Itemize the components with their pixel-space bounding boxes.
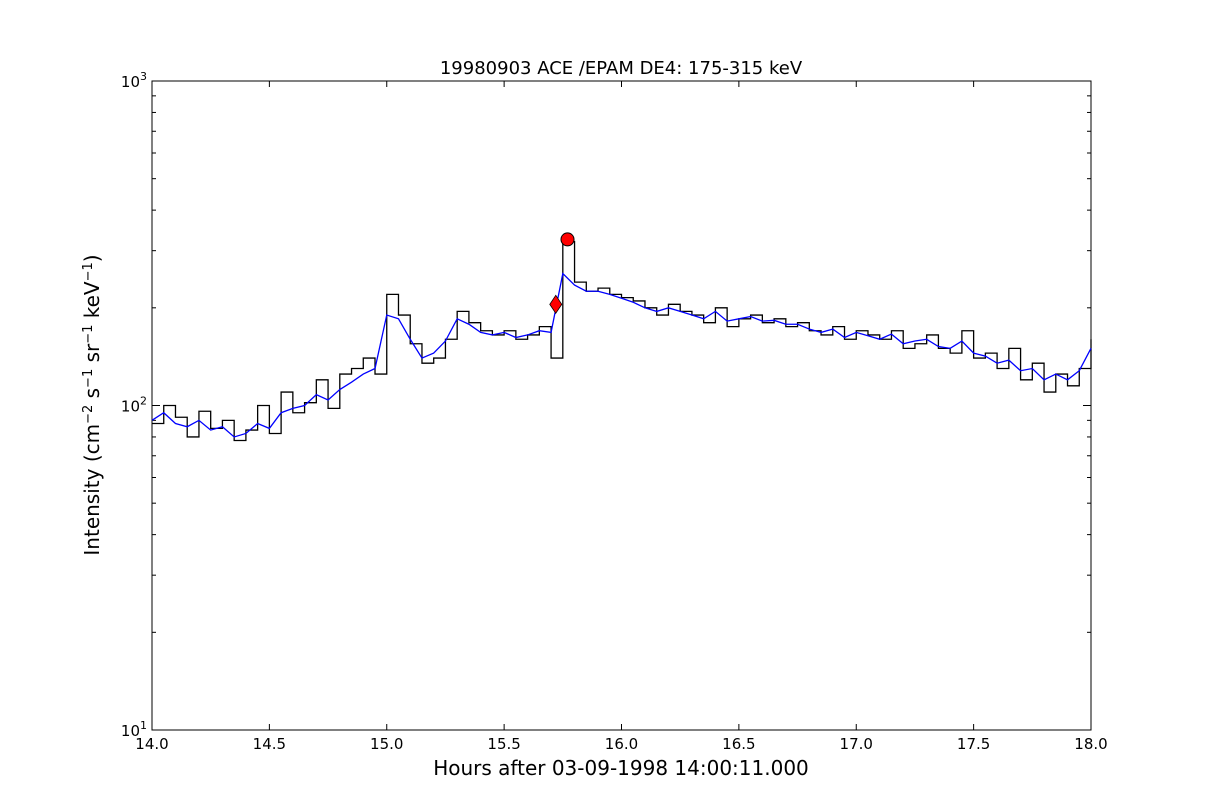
x-tick-label: 17.0 — [840, 735, 873, 753]
series-layer — [151, 232, 1092, 442]
x-axis: 14.0 14.5 15.0 15.5 16.0 16.5 17.0 17.5 18.0 — [135, 81, 1108, 753]
x-axis-label: Hours after 03-09-1998 14:00:11.000 — [433, 756, 809, 780]
y-tick-label: 101 — [121, 719, 147, 740]
chart-title: 19980903 ACE /EPAM DE4: 175-315 keV — [440, 58, 803, 79]
y-axis-label: Intensity (cm−2 s−1 sr−1 keV−1) — [80, 254, 104, 555]
y-axis: 101 102 103 — [121, 70, 1091, 740]
x-tick-label: 17.5 — [957, 735, 990, 753]
y-tick-label: 102 — [121, 395, 147, 416]
x-tick-label: 14.0 — [135, 735, 168, 753]
series-0-step-line — [152, 240, 1092, 442]
x-tick-label: 16.0 — [605, 735, 638, 753]
x-tick-label: 16.5 — [722, 735, 755, 753]
x-tick-label: 14.5 — [253, 735, 286, 753]
x-tick-label: 18.0 — [1074, 735, 1107, 753]
peak-circle-marker — [560, 232, 575, 247]
x-tick-label: 15.0 — [370, 735, 403, 753]
onset-diamond-marker — [549, 294, 563, 315]
x-tick-label: 15.5 — [487, 735, 520, 753]
series-1-line — [151, 272, 1092, 438]
y-tick-label: 103 — [121, 70, 147, 91]
